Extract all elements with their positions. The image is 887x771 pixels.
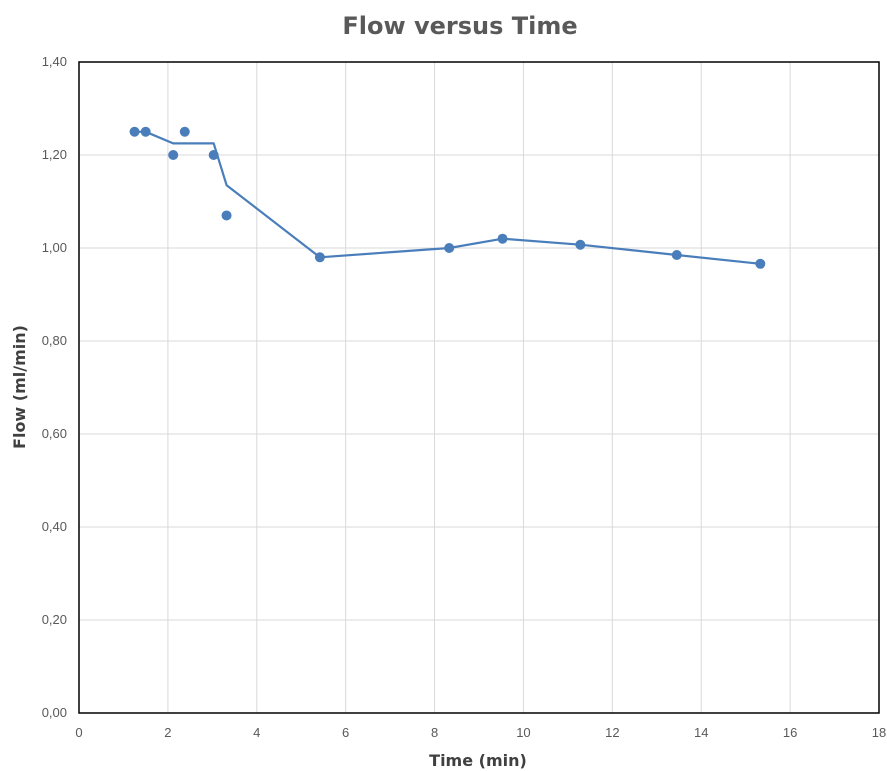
- x-tick-labels: 0 2 4 6 8 10 12 14 16 18: [75, 725, 886, 740]
- y-tick-label: 0,80: [42, 333, 67, 348]
- data-point: [497, 233, 508, 244]
- data-point: [221, 210, 232, 221]
- x-tick-label: 8: [431, 725, 438, 740]
- data-point: [129, 126, 140, 137]
- x-axis-title: Time (min): [429, 751, 527, 770]
- x-tick-label: 4: [253, 725, 260, 740]
- data-point: [575, 239, 586, 250]
- y-tick-labels: 0,00 0,20 0,40 0,60 0,80 1,00 1,20 1,40: [42, 54, 67, 720]
- data-point: [314, 252, 325, 263]
- data-point: [444, 243, 455, 253]
- x-tick-label: 6: [342, 725, 349, 740]
- y-tick-label: 0,20: [42, 612, 67, 627]
- grid-lines: [78, 61, 880, 714]
- y-axis-title: Flow (ml/min): [10, 325, 29, 449]
- chart-title: Flow versus Time: [342, 12, 577, 40]
- x-tick-label: 0: [75, 725, 82, 740]
- x-tick-label: 12: [605, 725, 619, 740]
- data-point: [208, 150, 219, 160]
- x-tick-label: 14: [694, 725, 708, 740]
- data-point: [755, 258, 766, 269]
- data-point: [168, 150, 179, 160]
- plot-frame: [78, 61, 880, 714]
- data-point: [671, 249, 682, 260]
- series-layer: [129, 126, 766, 269]
- x-tick-label: 16: [783, 725, 797, 740]
- y-tick-label: 1,20: [42, 147, 67, 162]
- y-tick-label: 1,40: [42, 54, 67, 69]
- x-tick-label: 10: [516, 725, 530, 740]
- y-tick-label: 0,00: [42, 705, 67, 720]
- y-tick-label: 0,60: [42, 426, 67, 441]
- x-tick-label: 18: [872, 725, 886, 740]
- series-line: [134, 130, 761, 265]
- data-point: [140, 126, 151, 137]
- y-tick-label: 1,00: [42, 240, 67, 255]
- y-tick-label: 0,40: [42, 519, 67, 534]
- data-point: [179, 126, 190, 137]
- x-tick-label: 2: [164, 725, 171, 740]
